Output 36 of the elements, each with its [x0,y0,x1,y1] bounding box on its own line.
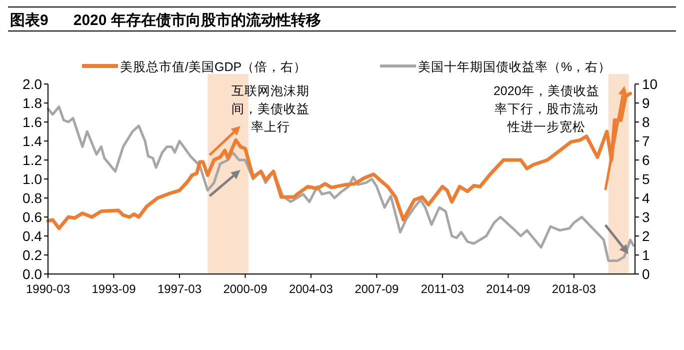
y2-tick-label: 10 [642,76,658,92]
x-tick-label: 2007-09 [354,282,400,296]
y2-tick-label: 8 [642,114,650,130]
y2-tick-label: 1 [642,247,650,263]
y-tick-label: 0.2 [22,247,42,263]
y-tick-label: 1.0 [22,171,42,187]
x-tick-label: 2014-09 [486,282,531,296]
y-tick-label: 1.2 [22,152,42,168]
annotation: 互联网泡沫期间，美债收益率上行 [231,84,310,134]
y-tick-label: 0.0 [22,266,42,282]
x-tick-label: 2018-03 [552,282,596,296]
x-tick-label: 1990-03 [26,282,70,296]
y-tick-label: 1.8 [22,95,42,111]
y2-tick-label: 9 [642,95,650,111]
chart-title: 图表9 2020 年存在债市向股市的流动性转移 [10,11,321,29]
x-tick-label: 1993-09 [92,282,136,296]
x-tick-label: 2000-09 [223,282,268,296]
y2-tick-label: 4 [642,190,650,206]
y-tick-label: 0.4 [22,228,42,244]
y-tick-label: 1.6 [22,114,42,130]
y-tick-label: 0.6 [22,209,42,225]
legend-label: 美国十年期国债收益率（%，右） [418,59,612,74]
legend-label: 美股总市值/美国GDP（倍，右） [120,59,307,74]
y2-tick-label: 2 [642,228,650,244]
y2-tick-label: 0 [642,266,650,282]
x-tick-label: 2011-03 [420,282,464,296]
y-tick-label: 2.0 [22,76,42,92]
y-tick-label: 1.4 [22,133,42,149]
y2-tick-label: 5 [642,171,650,187]
annotation: 2020年，美债收益率下行，股市流动性进一步宽松 [493,83,600,134]
y2-tick-label: 6 [642,152,650,168]
x-tick-label: 2004-03 [288,282,334,296]
y-tick-label: 0.8 [22,190,42,206]
y2-tick-label: 3 [642,209,650,225]
x-tick-label: 1997-03 [157,282,202,296]
y2-tick-label: 7 [642,133,650,149]
